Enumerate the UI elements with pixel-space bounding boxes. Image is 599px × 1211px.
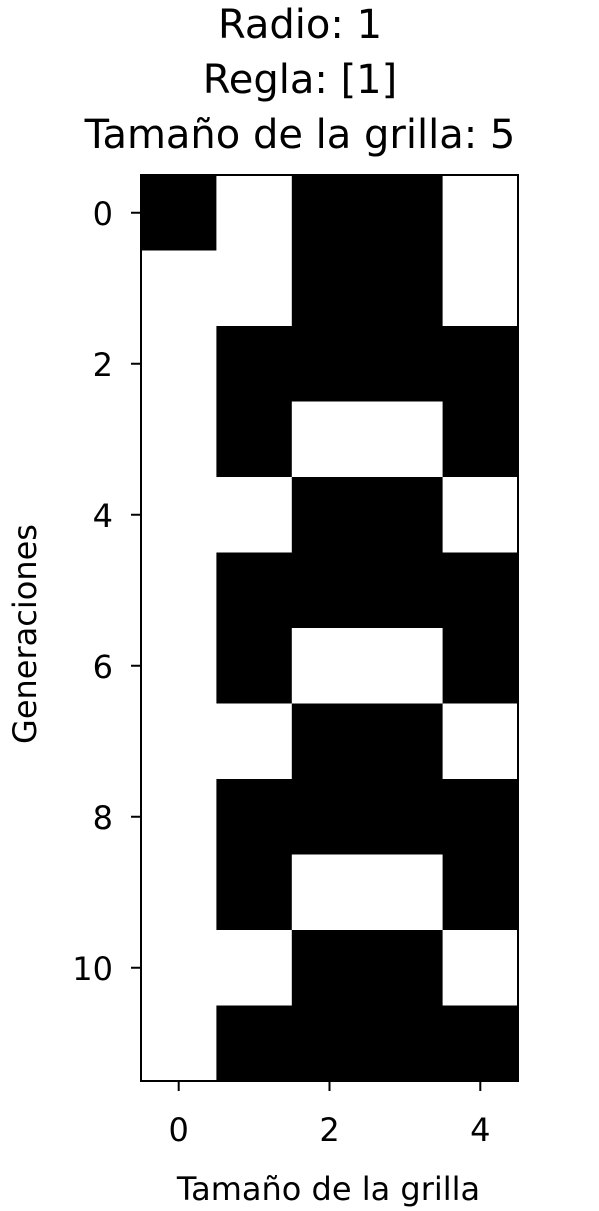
- x-tick-label-4: 4: [470, 1111, 490, 1149]
- y-tick-label-6: 6: [93, 648, 113, 686]
- cell-r7-c3: [367, 703, 444, 780]
- cell-r6-c2: [291, 628, 368, 704]
- heatmap-cells: [141, 175, 519, 1082]
- cell-r10-c3: [367, 930, 444, 1006]
- cell-r7-c4: [442, 703, 519, 780]
- cell-r1-c1: [216, 250, 293, 327]
- y-tick-label-8: 8: [93, 799, 113, 837]
- cell-r11-c3: [367, 1005, 444, 1082]
- cell-r9-c4: [442, 854, 519, 931]
- y-tick-label-2: 2: [93, 346, 113, 384]
- cell-r5-c4: [442, 552, 519, 629]
- cell-r6-c0: [141, 628, 217, 704]
- cell-r6-c4: [442, 628, 519, 704]
- cell-r3-c0: [141, 401, 217, 478]
- cell-r0-c2: [291, 175, 368, 251]
- cell-r10-c0: [141, 930, 217, 1006]
- cell-r1-c0: [141, 250, 217, 327]
- cell-r8-c3: [367, 779, 444, 855]
- cell-r10-c2: [291, 930, 368, 1006]
- cell-r5-c1: [216, 552, 293, 629]
- cell-r0-c3: [367, 175, 444, 251]
- cell-r3-c3: [367, 401, 444, 478]
- title-line-3: Tamaño de la grilla: 5: [84, 112, 516, 158]
- cell-r11-c4: [442, 1005, 519, 1082]
- cell-r2-c0: [141, 326, 217, 402]
- cell-r0-c1: [216, 175, 293, 251]
- y-tick-label-10: 10: [72, 950, 113, 988]
- cell-r3-c2: [291, 401, 368, 478]
- cell-r4-c3: [367, 477, 444, 553]
- cell-r1-c2: [291, 250, 368, 327]
- cell-r6-c3: [367, 628, 444, 704]
- x-axis-ticks: 0 2 4: [169, 1081, 490, 1149]
- title-line-1: Radio: 1: [218, 2, 382, 48]
- cell-r10-c4: [442, 930, 519, 1006]
- cell-r9-c1: [216, 854, 293, 931]
- cell-r2-c2: [291, 326, 368, 402]
- cell-r8-c0: [141, 779, 217, 855]
- cell-r2-c4: [442, 326, 519, 402]
- cell-r5-c2: [291, 552, 368, 629]
- title-line-2: Regla: [1]: [203, 57, 397, 103]
- cell-r3-c1: [216, 401, 293, 478]
- cell-r2-c3: [367, 326, 444, 402]
- cell-r7-c0: [141, 703, 217, 780]
- cell-r10-c1: [216, 930, 293, 1006]
- cell-r9-c3: [367, 854, 444, 931]
- y-tick-label-4: 4: [93, 497, 113, 535]
- y-axis-ticks: 0 2 4 6 8 10: [72, 195, 141, 988]
- cell-r5-c3: [367, 552, 444, 629]
- cell-r5-c0: [141, 552, 217, 629]
- y-tick-label-0: 0: [93, 195, 113, 233]
- y-axis-label: Generaciones: [6, 524, 44, 744]
- cell-r9-c2: [291, 854, 368, 931]
- cell-r4-c1: [216, 477, 293, 553]
- cell-r3-c4: [442, 401, 519, 478]
- cell-r0-c0: [141, 175, 217, 251]
- cell-r6-c1: [216, 628, 293, 704]
- cell-r1-c4: [442, 250, 519, 327]
- cell-r2-c1: [216, 326, 293, 402]
- cell-r8-c4: [442, 779, 519, 855]
- cell-r4-c4: [442, 477, 519, 553]
- cell-r9-c0: [141, 854, 217, 931]
- cell-r11-c0: [141, 1005, 217, 1082]
- cell-r11-c1: [216, 1005, 293, 1082]
- cell-r7-c2: [291, 703, 368, 780]
- cell-r7-c1: [216, 703, 293, 780]
- cell-r4-c0: [141, 477, 217, 553]
- chart-title: Radio: 1 Regla: [1] Tamaño de la grilla: 5: [84, 2, 516, 158]
- cell-r8-c2: [291, 779, 368, 855]
- cell-r8-c1: [216, 779, 293, 855]
- x-axis-label: Tamaño de la grilla: [176, 1170, 480, 1208]
- cell-r11-c2: [291, 1005, 368, 1082]
- x-tick-label-2: 2: [319, 1111, 339, 1149]
- cell-r0-c4: [442, 175, 519, 251]
- x-tick-label-0: 0: [169, 1111, 189, 1149]
- cell-r1-c3: [367, 250, 444, 327]
- cell-r4-c2: [291, 477, 368, 553]
